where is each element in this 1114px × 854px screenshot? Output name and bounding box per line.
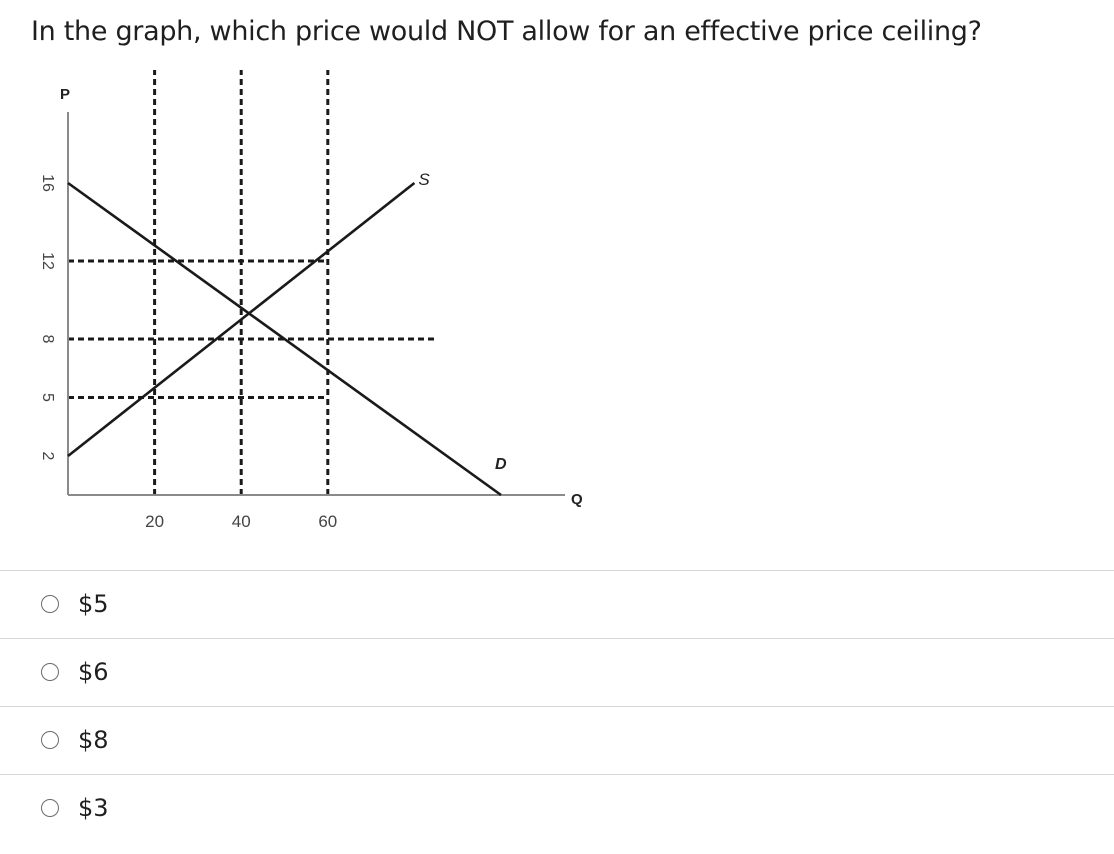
y-tick-label: 2 [39,452,56,461]
radio-button[interactable] [41,595,59,613]
radio-button[interactable] [41,731,59,749]
supply-label: S [418,170,430,189]
radio-button[interactable] [41,663,59,681]
answer-option-2[interactable]: $6 [0,638,1114,706]
y-tick-label: 12 [39,252,56,270]
y-tick-label: 5 [39,393,56,402]
axes [67,112,565,496]
axis-labels: S D P Q 2 5 8 12 16 20 40 60 [39,86,583,531]
answer-option-1[interactable]: $5 [0,570,1114,638]
reference-lines [68,70,437,495]
answer-option-4[interactable]: $3 [0,774,1114,840]
answer-option-3[interactable]: $8 [0,706,1114,774]
answer-options: $5 $6 $8 $3 [0,570,1114,840]
answer-label: $5 [78,590,109,618]
radio-button[interactable] [41,799,59,817]
demand-curve [67,181,502,497]
x-tick-label: 60 [318,512,337,531]
x-axis-title: Q [571,491,583,508]
y-tick-label: 16 [39,174,56,192]
supply-demand-graph: S D P Q 2 5 8 12 16 20 40 60 [39,70,583,531]
x-tick-label: 40 [232,512,251,531]
y-tick-label: 8 [39,335,56,344]
answer-label: $8 [78,726,109,754]
supply-curve [67,181,416,458]
question-text: In the graph, which price would NOT allo… [31,16,982,47]
demand-label: D [495,456,507,473]
answer-label: $6 [78,658,109,686]
y-axis-title: P [60,86,70,103]
curves [67,181,502,497]
answer-label: $3 [78,794,109,822]
x-tick-label: 20 [145,512,164,531]
